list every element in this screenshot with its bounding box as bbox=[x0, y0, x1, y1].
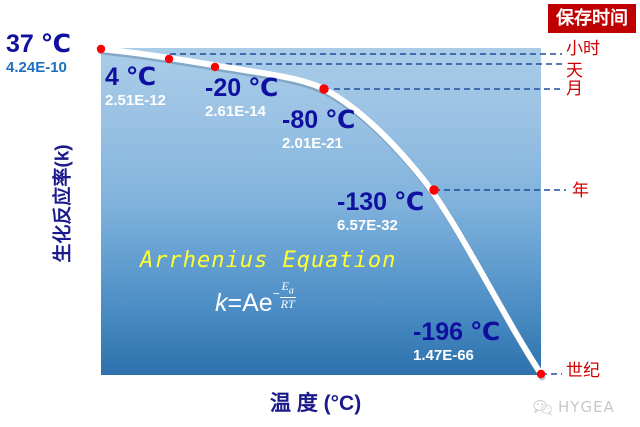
label-temp-37c: 37 ℃ bbox=[6, 30, 72, 58]
label-value-37c: 4.24E-10 bbox=[6, 59, 67, 76]
equation-numerator-sub: a bbox=[288, 285, 294, 297]
label-temp-minus130c: -130 ℃ bbox=[337, 188, 425, 216]
label-point-minus20c: -20 ℃ 2.61E-14 bbox=[205, 74, 279, 120]
label-point-4c: 4 ℃ 2.51E-12 bbox=[105, 63, 166, 109]
equation-exponent: − Ea RT bbox=[272, 279, 296, 311]
equation-fraction: Ea RT bbox=[279, 279, 296, 311]
equation-equals: =Ae bbox=[227, 288, 273, 317]
label-value-minus80c: 2.01E-21 bbox=[282, 135, 343, 152]
x-axis-title: 温 度 (°C) bbox=[270, 392, 362, 415]
equation-numerator-E: E bbox=[281, 279, 289, 293]
equation-numerator: Ea bbox=[279, 279, 296, 298]
label-temp-minus20c: -20 ℃ bbox=[205, 74, 279, 102]
label-value-minus20c: 2.61E-14 bbox=[205, 103, 266, 120]
label-temp-minus80c: -80 ℃ bbox=[282, 106, 356, 134]
label-point-37c: 37 ℃ 4.24E-10 bbox=[6, 30, 72, 76]
label-value-4c: 2.51E-12 bbox=[105, 92, 166, 109]
label-point-minus196c: -196 ℃ 1.47E-66 bbox=[413, 318, 501, 364]
wechat-icon bbox=[533, 399, 553, 416]
time-label-month: 月 bbox=[566, 79, 583, 98]
time-label-day: 天 bbox=[566, 61, 583, 80]
label-value-minus196c: 1.47E-66 bbox=[413, 347, 474, 364]
equation-exp-minus: − bbox=[272, 286, 280, 301]
equation-k: k bbox=[215, 288, 228, 317]
equation-formula: k=Ae− Ea RT bbox=[215, 280, 296, 318]
time-label-year: 年 bbox=[572, 181, 589, 200]
equation-title: Arrhenius Equation bbox=[140, 248, 397, 273]
label-temp-minus196c: -196 ℃ bbox=[413, 318, 501, 346]
equation-denominator: RT bbox=[280, 296, 295, 311]
time-label-century: 世纪 bbox=[566, 361, 600, 380]
label-point-minus130c: -130 ℃ 6.57E-32 bbox=[337, 188, 425, 234]
storage-time-banner: 保存时间 bbox=[548, 4, 636, 33]
y-axis-title: 生化反应率(k) bbox=[52, 144, 74, 263]
time-label-hour: 小时 bbox=[566, 39, 600, 58]
watermark: HYGEA bbox=[533, 398, 615, 416]
label-value-minus130c: 6.57E-32 bbox=[337, 217, 398, 234]
label-temp-4c: 4 ℃ bbox=[105, 63, 157, 91]
label-point-minus80c: -80 ℃ 2.01E-21 bbox=[282, 106, 356, 152]
watermark-text: HYGEA bbox=[558, 398, 615, 416]
